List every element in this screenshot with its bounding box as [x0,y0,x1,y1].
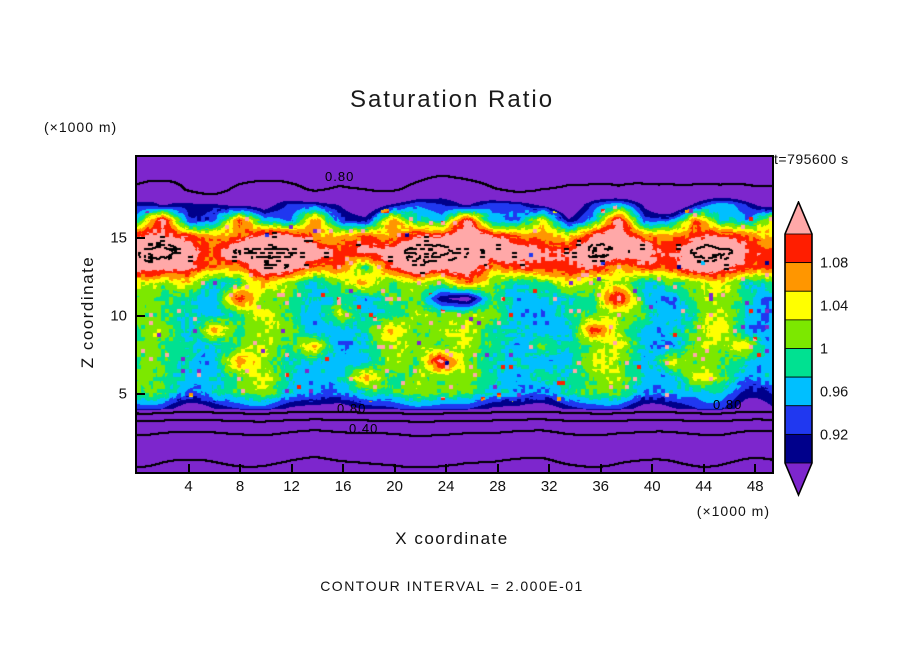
y-tick-label: 5 [118,385,127,403]
time-label: t=795600 s [774,151,849,167]
colorbar-segment [784,233,813,264]
colorbar-segment [784,290,813,321]
x-tick-label: 24 [437,478,455,495]
x-tick [548,464,551,472]
x-tick [290,464,293,472]
colorbar-segment [784,376,813,407]
y-tick-label: 15 [110,229,127,247]
x-tick-label: 4 [184,478,193,495]
y-tick [137,237,145,240]
colorbar-svg: 1.08 1.04 1 0.96 0.92 [784,199,848,498]
x-tick [393,464,396,472]
colorbar-label: 1.04 [820,299,848,315]
x-axis-title: X coordinate [395,529,509,548]
x-tick-label: 20 [386,478,403,495]
x-tick [445,464,448,472]
x-tick-label: 12 [283,478,300,495]
x-tick-label: 44 [695,478,713,495]
y-axis-unit-label: (×1000 m) [44,119,118,135]
y-tick-label: 10 [110,307,127,325]
x-tick-label: 8 [235,478,245,495]
y-axis-title: Z coordinate [78,255,97,369]
x-tick [599,464,602,472]
x-tick [342,464,345,472]
colorbar-below-arrow [785,463,812,495]
x-tick [651,464,654,472]
contour-interval-label: CONTOUR INTERVAL = 2.000E-01 [320,578,584,594]
x-axis-unit-label: (×1000 m) [696,503,770,519]
colorbar-outline [784,199,813,498]
colorbar-segment [784,262,813,292]
x-tick-label: 40 [643,478,661,495]
colorbar-segment [784,405,813,435]
plot-area: 4 8 12 16 20 24 28 32 36 40 44 48 5 10 15 0.80 0.80 0.40 0… [110,155,774,495]
colorbar-label: 1.08 [820,256,848,272]
x-tick-label: 48 [746,478,764,495]
contour-line-label: 0.80 [325,169,355,184]
colorbar-segment [784,348,813,378]
x-tick [496,464,499,472]
contour-line-label: 0.80 [337,401,367,416]
x-tick [187,464,190,472]
y-tick [137,393,145,396]
colorbar-above-arrow [785,202,812,234]
x-tick [702,464,705,472]
x-tick [754,464,757,472]
colorbar-label: 0.96 [820,384,848,400]
colorbar-label: 1 [820,342,828,358]
colorbar-label: 0.92 [820,427,848,443]
x-tick-label: 32 [540,478,558,495]
x-tick-label: 28 [489,478,506,495]
colorbar-segment [784,433,813,464]
x-tick-label: 36 [592,478,610,495]
colorbar-segment [784,319,813,349]
x-tick [239,464,242,472]
contour-canvas [137,157,772,472]
colorbar: 1.08 1.04 1 0.96 0.92 [781,199,861,503]
contour-line-label: 0.80 [713,397,743,412]
page-title: Saturation Ratio [349,86,555,113]
contour-line-label: 0.40 [349,421,379,436]
x-tick-label: 16 [334,478,352,495]
y-tick [137,315,145,318]
